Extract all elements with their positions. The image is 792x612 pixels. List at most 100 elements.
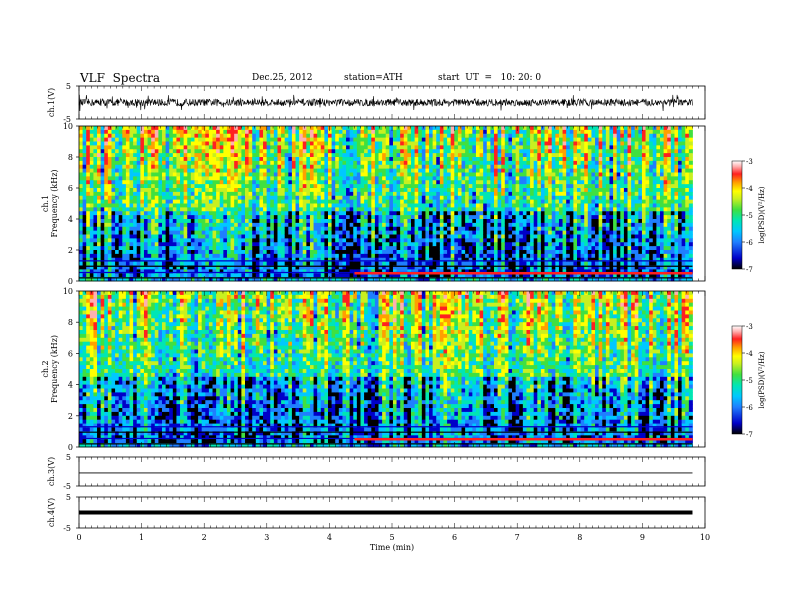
spectrogram-cell [93,188,98,193]
spectrogram-cell [436,153,441,158]
spectrogram-cell [324,246,329,251]
spectrogram-cell [107,184,112,189]
spectrogram-cell [107,188,112,193]
spectrogram-cell [237,195,242,201]
spectrogram-cell [107,129,112,135]
spectrogram-cell [118,149,123,154]
spectrogram-cell [284,195,289,201]
spectrogram-cell [454,199,459,204]
spectrogram-cell [483,191,488,197]
spectrogram-cell [342,265,347,270]
spectrogram-cell [353,199,358,204]
spectrogram-cell [447,153,452,158]
spectrogram-cell [82,180,87,185]
spectrogram-cell [338,257,343,263]
spectrogram-cell [151,207,156,212]
spectrogram-cell [86,273,91,278]
spectrogram-cell [328,246,333,251]
spectrogram-cell [180,253,185,259]
spectrogram-cell [169,199,174,204]
spectrogram-cell [320,168,325,173]
spectrogram-cell [317,215,322,220]
spectrogram-cell [281,145,286,150]
spectrogram-cell [162,164,167,170]
spectrogram-cell [230,207,235,212]
spectrogram-cell [436,199,441,204]
spectrogram-cell [284,149,289,154]
spectrogram-cell [328,126,333,131]
spectrogram-cell [104,203,109,208]
spectrogram-cell [494,188,499,193]
spectrogram-cell [317,133,322,139]
spectrogram-cell [400,153,405,158]
spectrogram-cell [389,137,394,142]
spectrogram-cell [118,129,123,135]
spectrogram-cell [172,164,177,170]
spectrogram-cell [223,207,228,212]
spectrogram-cell [309,160,314,166]
spectrogram-cell [302,180,307,185]
spectrogram-cell [382,215,387,220]
spectrogram-cell [237,133,242,139]
spectrogram-cell [346,222,351,228]
spectrogram-cell [208,257,213,263]
spectrogram-cell [86,211,91,216]
spectrogram-cell [356,242,361,247]
spectrogram-cell [230,199,235,204]
spectrogram-cell [382,141,387,146]
spectrogram-cell [82,222,87,228]
spectrogram-cell [335,149,340,154]
spectrogram-cell [208,246,213,251]
spectrogram-cell [79,238,84,243]
spectrogram-cell [447,164,452,170]
spectrogram-cell [237,141,242,146]
spectrogram-cell [465,261,470,266]
spectrogram-cell [450,257,455,263]
spectrogram-cell [133,172,138,177]
spectrogram-cell [107,137,112,142]
spectrogram-cell [277,246,282,251]
spectrogram-cell [154,222,159,228]
spectrogram-cell [277,222,282,228]
spectrogram-cell [338,226,343,232]
spectrogram-cell [508,137,513,142]
spectrogram-cell [230,176,235,181]
spectrogram-cell [133,168,138,173]
spectrogram-cell [115,277,120,282]
spectrogram-cell [158,257,163,263]
spectrogram-cell [216,157,221,162]
spectrogram-cell [486,164,491,170]
spectrogram-cell [158,172,163,177]
spectrogram-cell [342,234,347,239]
spectrogram-cell [169,137,174,142]
spectrogram-cell [212,141,217,146]
spectrogram-cell [374,184,379,189]
spectrogram-cell [382,145,387,150]
spectrogram-cell [439,219,444,224]
spectrogram-cell [234,145,239,150]
spectrogram-cell [100,172,105,177]
spectrogram-cell [414,184,419,189]
spectrogram-cell [328,250,333,255]
spectrogram-cell [356,253,361,259]
spectrogram-cell [324,191,329,197]
spectrogram-cell [259,211,264,216]
spectrogram-cell [277,157,282,162]
spectrogram-cell [295,246,300,251]
spectrogram-cell [378,137,383,142]
spectrogram-cell [118,269,123,274]
spectrogram-cell [248,176,253,181]
spectrogram-cell [100,211,105,216]
spectrogram-cell [378,257,383,263]
spectrogram-cell [266,257,271,263]
spectrogram-cell [140,230,145,235]
spectrogram-cell [79,126,84,131]
spectrogram-cell [349,195,354,201]
spectrogram-cell [346,265,351,270]
spectrogram-cell [486,269,491,274]
spectrogram-cell [129,277,134,282]
spectrogram-cell [382,157,387,162]
spectrogram-cell [151,180,156,185]
spectrogram-cell [465,222,470,228]
spectrogram-cell [234,137,239,142]
